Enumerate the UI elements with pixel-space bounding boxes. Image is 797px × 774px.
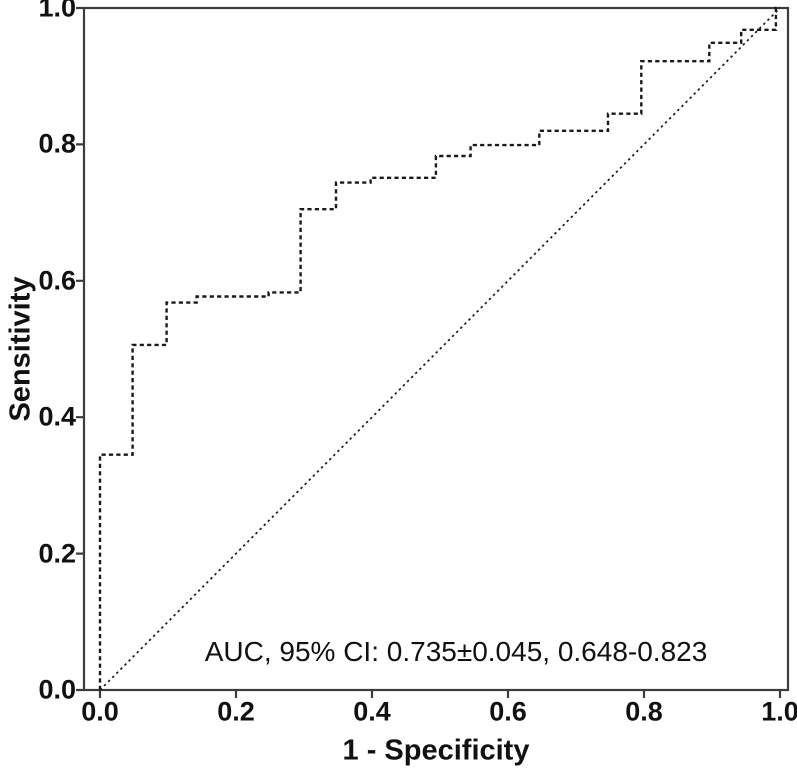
y-tick-label: 0.2 — [38, 538, 76, 569]
plot-frame — [82, 6, 790, 692]
y-tick-label: 0.8 — [38, 128, 76, 159]
x-tick-label: 1.0 — [761, 696, 797, 727]
y-tick-label: 0.0 — [38, 674, 76, 705]
axis-tick-marks — [76, 6, 782, 698]
reference-diagonal-line — [99, 7, 781, 691]
y-axis-title: Sensitivity — [4, 276, 37, 422]
x-axis-title: 1 - Specificity — [342, 734, 530, 767]
y-tick-label: 0.4 — [38, 401, 76, 432]
y-tick-label: 1.0 — [38, 0, 76, 23]
x-tick-label: 0.0 — [81, 696, 119, 727]
auc-annotation: AUC, 95% CI: 0.735±0.045, 0.648-0.823 — [204, 636, 708, 667]
x-tick-label: 0.4 — [353, 696, 391, 727]
x-tick-label: 0.2 — [217, 696, 255, 727]
x-tick-label: 0.6 — [489, 696, 527, 727]
x-tick-label: 0.8 — [625, 696, 663, 727]
y-tick-label: 0.6 — [38, 265, 76, 296]
